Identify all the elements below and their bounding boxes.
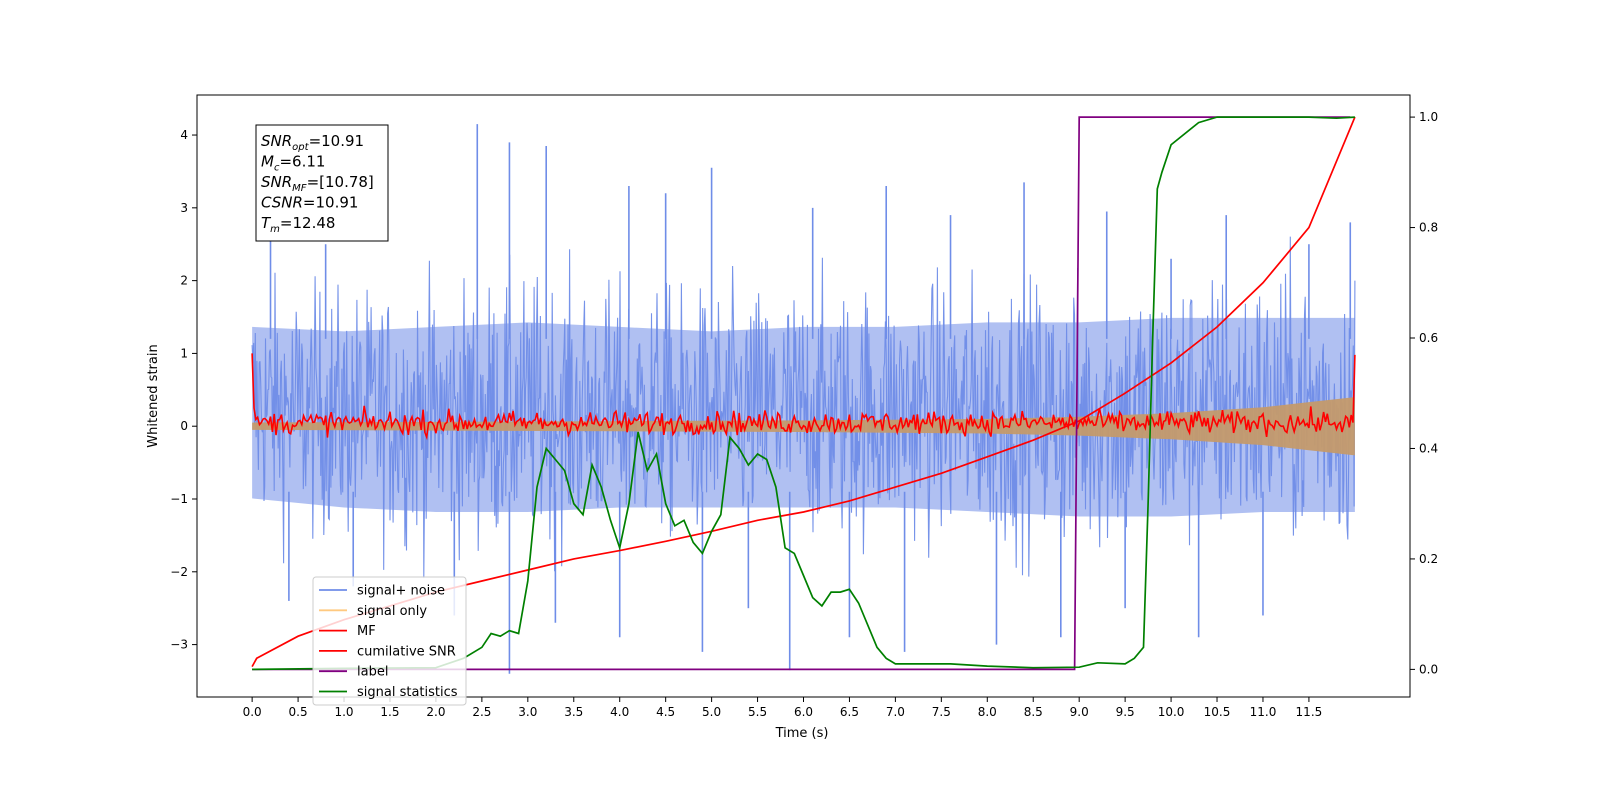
y-tick-label: −2 [170,565,188,579]
y2-tick-label: 0.0 [1419,662,1438,676]
y-tick-label: 2 [180,274,188,288]
y-tick-label: 4 [180,128,188,142]
x-tick-label: 8.5 [1024,705,1043,719]
y-tick-label: 0 [180,419,188,433]
x-tick-label: 11.0 [1250,705,1277,719]
annotation-line: SNRopt=10.91 [261,132,364,153]
x-tick-label: 0.0 [243,705,262,719]
x-tick-label: 4.0 [610,705,629,719]
x-tick-label: 8.0 [978,705,997,719]
legend-label: cumilative SNR [357,644,456,659]
x-tick-label: 3.0 [518,705,537,719]
y-tick-label: −3 [170,638,188,652]
legend-label: signal+ noise [357,584,445,599]
y2-tick-label: 0.2 [1419,552,1438,566]
y2-tick-label: 0.4 [1419,441,1438,455]
x-tick-label: 6.5 [840,705,859,719]
legend-label: signal only [357,604,427,619]
x-tick-label: 10.5 [1204,705,1231,719]
annotation-line: CSNR=10.91 [261,194,358,212]
legend: signal+ noise signal only MF cumilative SNR… [313,577,466,705]
x-tick-label: 5.0 [702,705,721,719]
x-tick-label: 11.5 [1296,705,1323,719]
x-tick-label: 10.0 [1158,705,1185,719]
x-tick-label: 2.0 [426,705,445,719]
x-tick-label: 5.5 [748,705,767,719]
legend-label: MF [357,624,376,639]
y-tick-label: −1 [170,492,188,506]
x-tick-label: 3.5 [564,705,583,719]
y-axis-label: Whitened strain [146,344,161,447]
x-tick-label: 1.0 [334,705,353,719]
y-tick-label: 3 [180,201,188,215]
x-tick-label: 1.5 [380,705,399,719]
x-tick-label: 7.5 [932,705,951,719]
x-tick-label: 6.0 [794,705,813,719]
x-tick-label: 9.5 [1116,705,1135,719]
x-tick-label: 4.5 [656,705,675,719]
annotation-box: SNRopt=10.91Mc=6.11SNRMF=[10.78]CSNR=10.… [256,125,388,241]
x-tick-label: 0.5 [289,705,308,719]
x-tick-label: 7.0 [886,705,905,719]
annotation-line: Mc=6.11 [261,153,325,174]
y2-tick-label: 0.8 [1419,221,1438,235]
y2-tick-label: 1.0 [1419,110,1438,124]
annotation-line: SNRMF=[10.78] [261,173,374,194]
y-tick-label: 1 [180,346,188,360]
legend-label: label [357,665,388,680]
y2-tick-label: 0.6 [1419,331,1438,345]
x-axis-label: Time (s) [775,726,829,741]
x-tick-label: 2.5 [472,705,491,719]
legend-label: signal statistics [357,685,458,700]
x-tick-label: 9.0 [1070,705,1089,719]
